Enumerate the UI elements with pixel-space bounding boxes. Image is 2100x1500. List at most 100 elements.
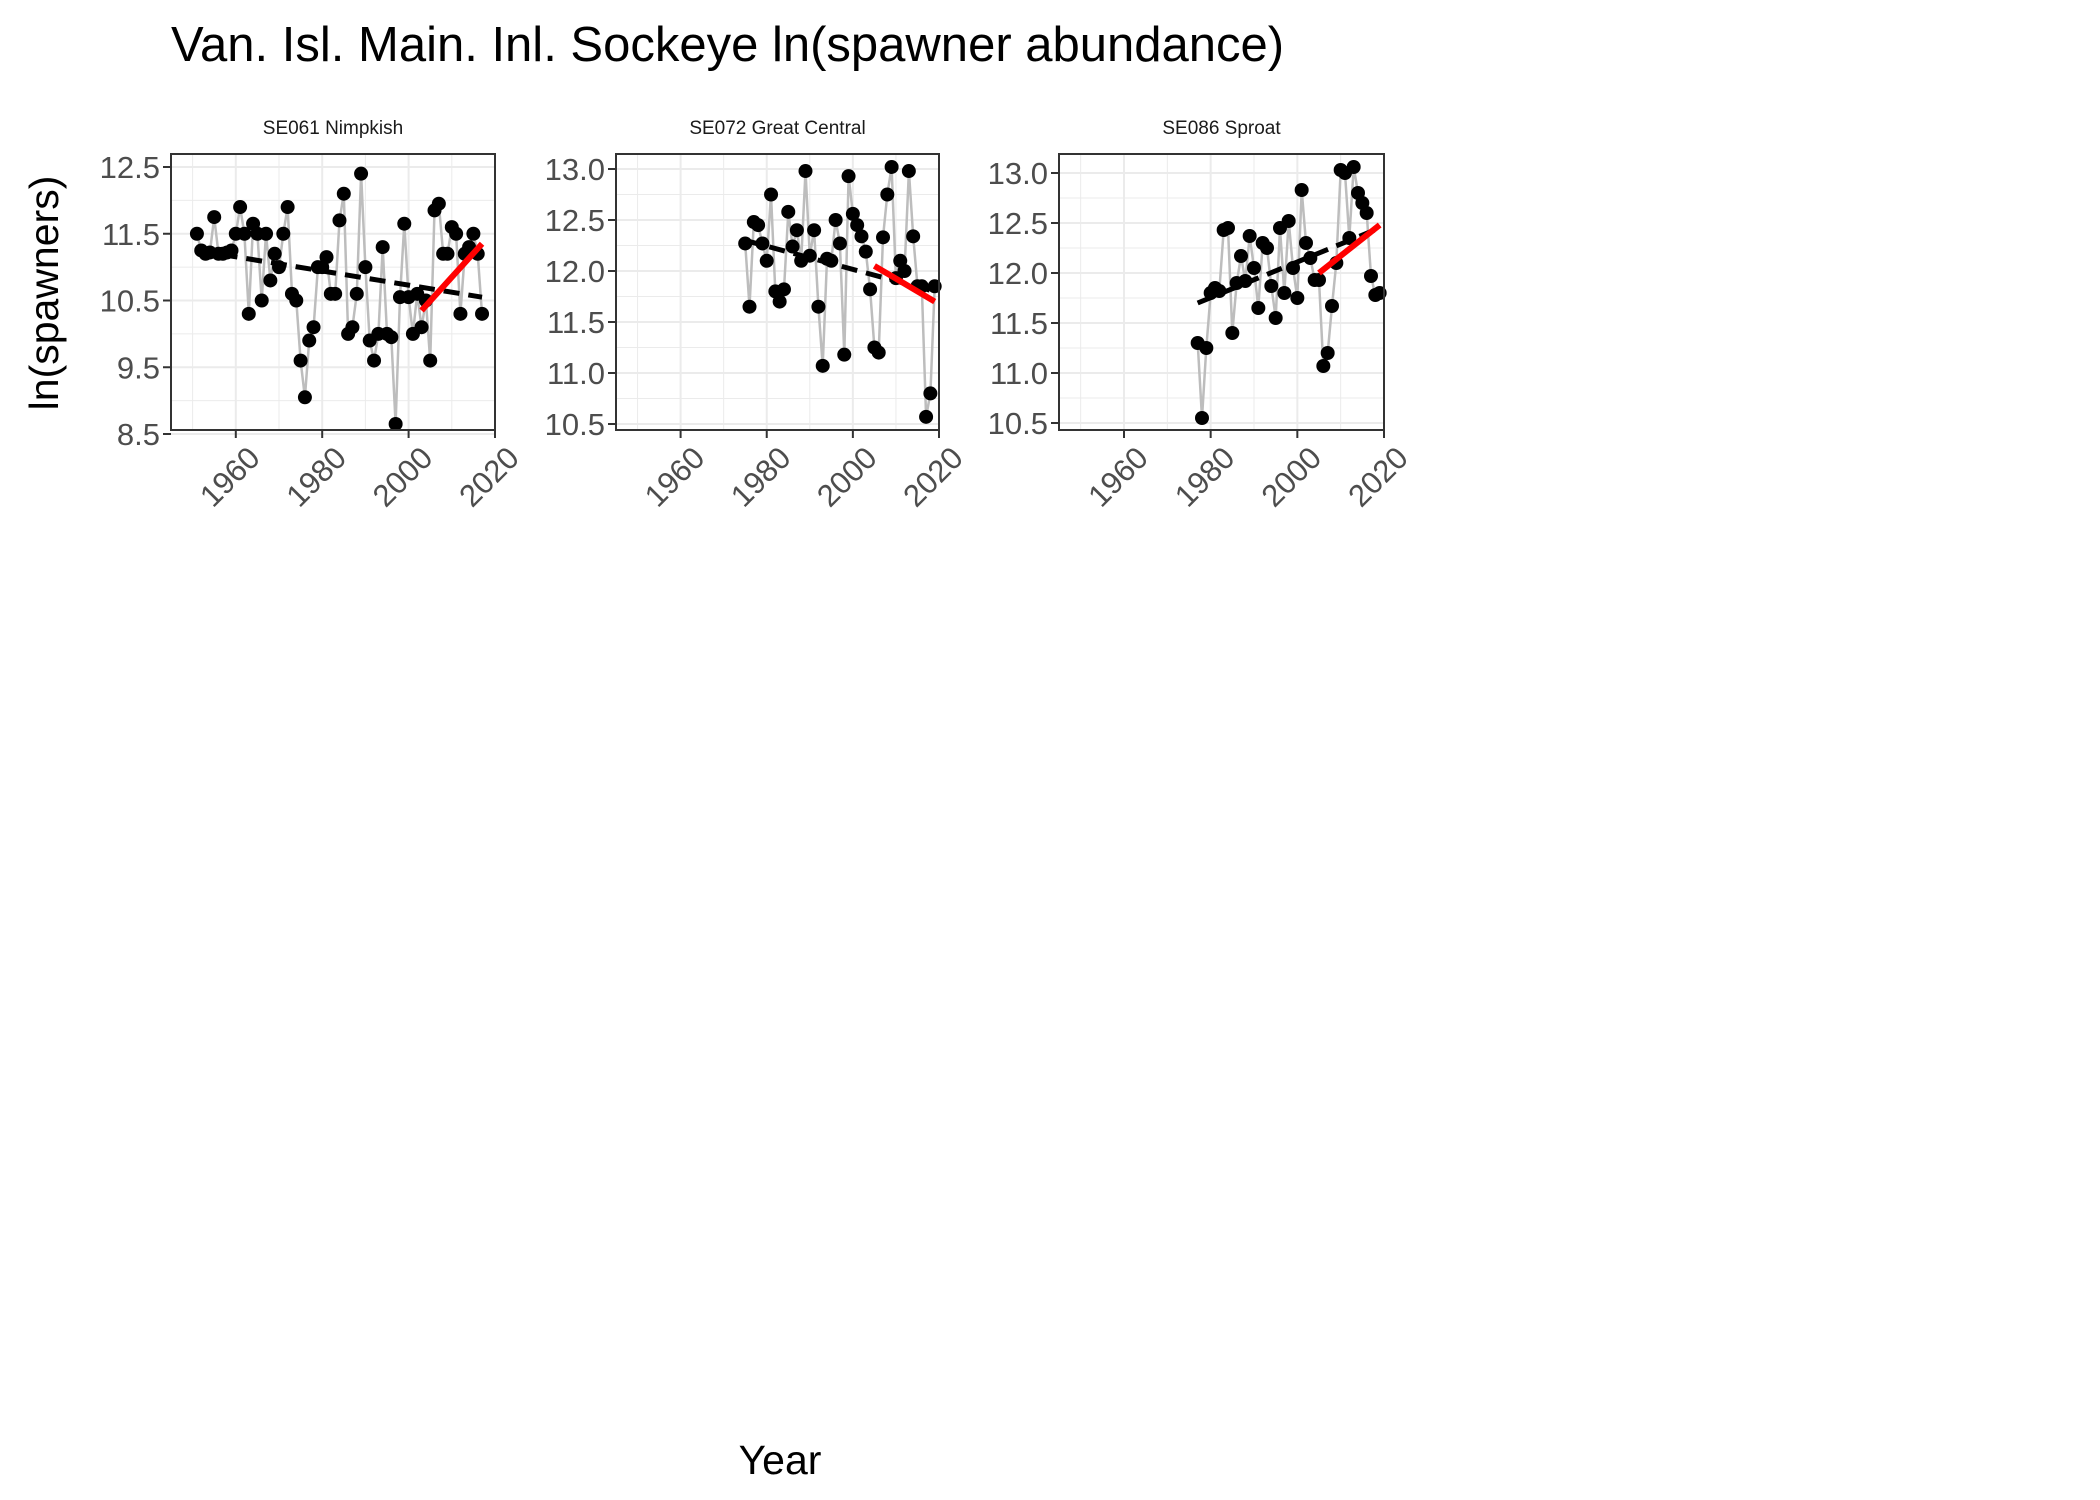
data-point bbox=[224, 243, 239, 258]
data-point bbox=[237, 226, 252, 241]
y-tick-label: 11.5 bbox=[102, 217, 160, 252]
data-point bbox=[1325, 299, 1339, 313]
y-tick-label: 13.0 bbox=[988, 156, 1048, 191]
data-point bbox=[876, 230, 891, 245]
data-point bbox=[475, 306, 490, 321]
x-tick-label: 1960 bbox=[1081, 440, 1155, 514]
data-point bbox=[738, 236, 753, 251]
y-tick-label: 12.5 bbox=[988, 206, 1048, 241]
data-point bbox=[897, 264, 912, 278]
y-tick-label: 12.5 bbox=[545, 203, 605, 238]
data-point bbox=[332, 213, 347, 228]
data-point bbox=[1234, 249, 1248, 263]
data-point bbox=[1294, 183, 1309, 197]
data-point bbox=[841, 169, 856, 184]
data-point bbox=[906, 229, 921, 244]
data-point bbox=[319, 250, 334, 265]
data-point bbox=[884, 159, 899, 174]
data-point bbox=[233, 200, 248, 215]
data-point bbox=[837, 347, 852, 362]
data-point bbox=[336, 186, 351, 201]
data-point bbox=[901, 164, 916, 179]
data-point bbox=[241, 306, 256, 321]
data-point bbox=[781, 204, 796, 219]
data-point bbox=[815, 358, 830, 373]
data-point bbox=[871, 345, 886, 360]
data-point bbox=[1247, 261, 1261, 275]
data-point bbox=[1251, 301, 1266, 315]
data-point bbox=[297, 390, 312, 405]
data-point bbox=[306, 320, 321, 335]
data-point bbox=[1364, 269, 1378, 283]
data-point bbox=[828, 213, 843, 227]
y-tick-label: 10.5 bbox=[988, 406, 1048, 441]
data-point bbox=[302, 333, 317, 348]
data-point bbox=[1195, 411, 1209, 425]
data-point bbox=[751, 218, 766, 233]
facet-strip-label: SE072 Great Central bbox=[689, 118, 865, 139]
chart-title: Van. Isl. Main. Inl. Sockeye ln(spawner … bbox=[171, 18, 1284, 72]
data-point bbox=[850, 218, 865, 233]
data-point bbox=[858, 244, 873, 259]
x-tick-label: 2020 bbox=[896, 440, 970, 514]
data-point bbox=[423, 353, 438, 368]
data-point bbox=[293, 353, 308, 368]
facet-strip-label: SE061 Nimpkish bbox=[263, 118, 403, 139]
data-point bbox=[811, 299, 826, 314]
data-point bbox=[863, 282, 878, 297]
facet-strip-label: SE086 Sproat bbox=[1162, 118, 1281, 139]
data-point bbox=[384, 330, 399, 345]
y-tick-label: 12.0 bbox=[988, 256, 1048, 291]
x-axis-title: Year bbox=[739, 1437, 822, 1483]
data-point bbox=[1260, 241, 1274, 255]
y-tick-label: 10.5 bbox=[545, 407, 605, 442]
panel-border bbox=[170, 153, 496, 431]
data-point bbox=[845, 206, 860, 221]
data-point bbox=[1290, 291, 1305, 305]
data-point bbox=[919, 409, 934, 424]
recent-trend-line bbox=[872, 263, 937, 305]
panel-border bbox=[1058, 153, 1385, 431]
data-point bbox=[276, 226, 291, 241]
data-point bbox=[267, 246, 282, 261]
x-tick-label: 1960 bbox=[638, 440, 712, 514]
x-tick-label: 2020 bbox=[1341, 440, 1415, 514]
data-point bbox=[1346, 160, 1361, 174]
data-point bbox=[259, 226, 274, 241]
data-point bbox=[207, 210, 222, 225]
data-point bbox=[328, 286, 343, 301]
data-point bbox=[854, 229, 869, 244]
data-point bbox=[1312, 273, 1326, 287]
data-point bbox=[289, 293, 304, 308]
data-point bbox=[272, 260, 286, 275]
data-point bbox=[742, 299, 757, 314]
y-tick-label: 11.0 bbox=[547, 356, 605, 391]
y-tick-label: 12.5 bbox=[100, 150, 160, 185]
data-point bbox=[1320, 346, 1335, 360]
recent-trend-line bbox=[419, 241, 485, 313]
data-point bbox=[375, 240, 390, 255]
panel-1: SE061 Nimpkish 8.5 9.5 10.5 11.5 12.5 1960 1980… bbox=[100, 118, 526, 514]
data-point bbox=[755, 236, 770, 251]
data-point bbox=[832, 236, 847, 251]
y-tick-label: 11.5 bbox=[547, 305, 605, 340]
data-point bbox=[1225, 326, 1240, 340]
data-point bbox=[1277, 286, 1292, 300]
data-point bbox=[388, 416, 403, 431]
data-point bbox=[1242, 229, 1257, 243]
y-tick-label: 9.5 bbox=[117, 350, 160, 385]
y-tick-label: 10.5 bbox=[100, 284, 160, 319]
data-point bbox=[776, 282, 791, 297]
data-point bbox=[1238, 274, 1253, 288]
x-tick-label: 1980 bbox=[279, 440, 353, 514]
data-point bbox=[254, 293, 269, 308]
data-point bbox=[1316, 359, 1331, 373]
data-point bbox=[1299, 236, 1313, 250]
data-point bbox=[807, 223, 822, 238]
x-tick-label: 2000 bbox=[810, 440, 884, 514]
data-point bbox=[1199, 341, 1214, 355]
data-point bbox=[802, 248, 817, 263]
y-tick-label: 11.0 bbox=[990, 356, 1048, 391]
